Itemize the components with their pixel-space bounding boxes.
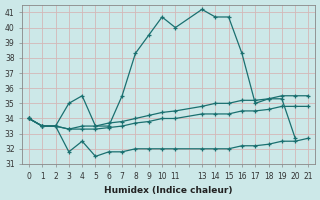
X-axis label: Humidex (Indice chaleur): Humidex (Indice chaleur) (104, 186, 233, 195)
